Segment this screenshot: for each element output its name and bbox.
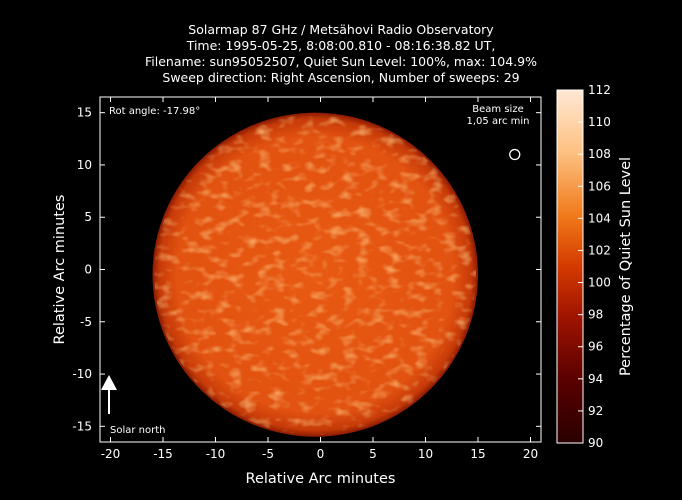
x-tick-label: -20 bbox=[101, 447, 121, 461]
y-tick-label: 5 bbox=[84, 210, 92, 224]
x-tick-label: 5 bbox=[369, 447, 377, 461]
colorbar-tick-label: 90 bbox=[588, 436, 603, 450]
solar-north-arrow-head bbox=[101, 375, 117, 390]
colorbar-tick-label: 102 bbox=[588, 243, 611, 257]
colorbar-tick-label: 104 bbox=[588, 211, 611, 225]
y-tick-label: 10 bbox=[77, 158, 92, 172]
solar-disk-texture bbox=[154, 114, 476, 435]
title-line-4: Sweep direction: Right Ascension, Number… bbox=[162, 70, 520, 85]
colorbar-tick-label: 112 bbox=[588, 83, 611, 97]
colorbar-tick-label: 106 bbox=[588, 179, 611, 193]
beam-size-line-1: Beam size bbox=[472, 104, 524, 115]
colorbar-tick-label: 100 bbox=[588, 276, 611, 290]
y-axis-label: Relative Arc minutes bbox=[52, 195, 68, 345]
y-tick-label: -10 bbox=[72, 367, 92, 381]
colorbar-tick-label: 92 bbox=[588, 404, 603, 418]
chart-title: Solarmap 87 GHz / Metsähovi Radio Observ… bbox=[0, 22, 682, 86]
y-tick-label: -5 bbox=[80, 315, 92, 329]
rot-angle-label: Rot angle: -17.98° bbox=[109, 106, 201, 117]
solar-north-label: Solar north bbox=[110, 425, 166, 436]
colorbar-gradient bbox=[556, 89, 584, 444]
beam-size-label: Beam size 1,05 arc min bbox=[448, 104, 548, 128]
x-tick-label: -10 bbox=[206, 447, 226, 461]
y-tick-label: 15 bbox=[77, 106, 92, 120]
colorbar-tick-label: 94 bbox=[588, 372, 603, 386]
title-line-2: Time: 1995-05-25, 8:08:00.810 - 08:16:38… bbox=[186, 38, 496, 53]
y-tick-label: -15 bbox=[72, 419, 92, 433]
y-tick-label: 0 bbox=[84, 263, 92, 277]
title-line-1: Solarmap 87 GHz / Metsähovi Radio Observ… bbox=[188, 22, 494, 37]
x-tick-label: 20 bbox=[523, 447, 538, 461]
colorbar-tick-label: 110 bbox=[588, 115, 611, 129]
beam-size-marker bbox=[509, 148, 521, 161]
x-tick-label: 10 bbox=[418, 447, 433, 461]
x-tick-label: 15 bbox=[470, 447, 485, 461]
x-tick-label: -5 bbox=[262, 447, 274, 461]
beam-size-line-2: 1,05 arc min bbox=[466, 116, 530, 127]
x-axis-label: Relative Arc minutes bbox=[246, 471, 396, 487]
title-line-3: Filename: sun95052507, Quiet Sun Level: … bbox=[145, 54, 537, 69]
colorbar-tick-label: 98 bbox=[588, 308, 603, 322]
colorbar-tick-label: 108 bbox=[588, 147, 611, 161]
colorbar-tick-label: 96 bbox=[588, 340, 603, 354]
x-tick-label: 0 bbox=[317, 447, 325, 461]
colorbar-label: Percentage of Quiet Sun Level bbox=[618, 157, 634, 376]
x-tick-label: -15 bbox=[153, 447, 173, 461]
